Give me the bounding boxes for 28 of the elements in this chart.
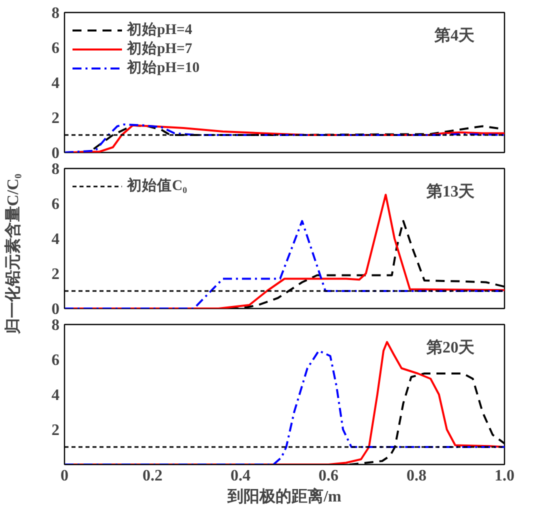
legend-label: 初始pH=7 xyxy=(127,40,192,58)
y-tick-label: 2 xyxy=(52,266,60,283)
y-tick-label: 2 xyxy=(52,110,60,127)
x-tick-label: 1.0 xyxy=(494,468,514,484)
y-tick-label: 0 xyxy=(52,301,60,318)
y-tick-label: 2 xyxy=(52,422,60,439)
y-tick-label: 4 xyxy=(52,231,60,248)
y-tick-label: 6 xyxy=(52,40,60,57)
y-tick-label: 4 xyxy=(52,387,60,404)
y-tick-label: 4 xyxy=(52,75,60,92)
legend-label: 初始pH=10 xyxy=(127,58,200,77)
y-tick-label: 8 xyxy=(52,161,60,178)
y-tick-label: 6 xyxy=(52,352,60,369)
y-axis-title: 归一化铅元素含量C/C₀ xyxy=(4,174,22,336)
x-tick-label: 0.2 xyxy=(142,468,162,484)
y-tick-label: 6 xyxy=(52,196,60,213)
y-tick-label: 0 xyxy=(52,145,60,162)
annotation: 第20天 xyxy=(426,338,476,356)
x-tick-label: 0.4 xyxy=(230,468,250,484)
y-tick-label: 8 xyxy=(52,5,60,22)
annotation: 第13天 xyxy=(426,182,476,200)
x-tick-label: 0.6 xyxy=(318,468,338,484)
legend-label: 初始值C₀ xyxy=(127,176,187,195)
legend-label: 初始pH=4 xyxy=(127,20,192,39)
x-tick-label: 0.8 xyxy=(406,468,426,484)
x-axis-title: 到阳极的距离/m xyxy=(226,486,342,506)
y-tick-label: 8 xyxy=(52,317,60,334)
annotation: 第4天 xyxy=(434,26,476,44)
